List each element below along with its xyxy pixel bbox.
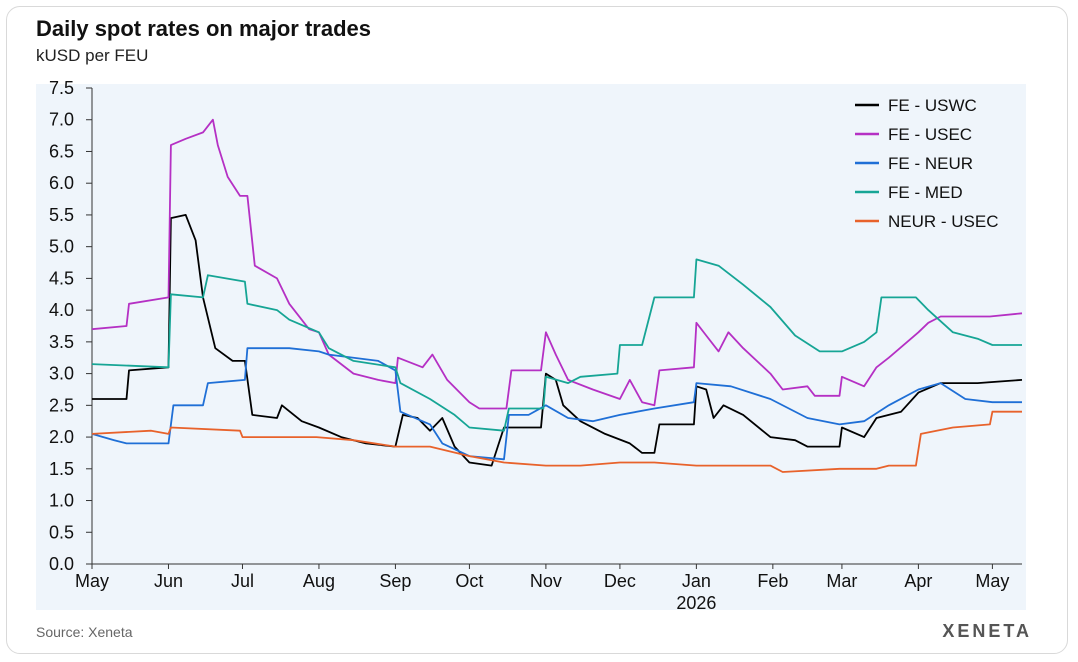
y-tick-label: 6.5 (49, 141, 74, 161)
legend-label: NEUR - USEC (888, 212, 999, 231)
x-tick-label: Feb (757, 571, 788, 591)
y-tick-label: 6.0 (49, 173, 74, 193)
y-tick-label: 4.0 (49, 300, 74, 320)
x-tick-label: Mar (826, 571, 857, 591)
y-tick-label: 5.5 (49, 205, 74, 225)
legend-label: FE - USEC (888, 125, 972, 144)
x-tick-label: Jul (231, 571, 254, 591)
y-tick-label: 1.5 (49, 459, 74, 479)
series-line-fe-med (91, 258, 1022, 432)
legend-label: FE - USWC (888, 96, 977, 115)
x-tick-label: May (975, 571, 1009, 591)
x-tick-label: Nov (530, 571, 562, 591)
y-tick-label: 4.5 (49, 268, 74, 288)
y-tick-label: 0.5 (49, 522, 74, 542)
x-tick-label: Jun (154, 571, 183, 591)
y-tick-label: 3.0 (49, 364, 74, 384)
y-tick-label: 2.5 (49, 395, 74, 415)
x-tick-label: Dec (604, 571, 636, 591)
x-tick-label: Jan (682, 571, 711, 591)
x-tick-label: Aug (303, 571, 335, 591)
series-line-fe-neur (91, 347, 1022, 461)
series-layer (91, 118, 1023, 473)
y-tick-label: 7.5 (49, 78, 74, 98)
series-line-neur-usec (91, 410, 1022, 473)
chart-subtitle: kUSD per FEU (36, 46, 149, 65)
y-axis: 0.0 0.5 1.0 1.5 2.0 2.5 3.0 3.5 4.0 4.5 5.0 5.5 6.0 6… (49, 78, 93, 574)
y-tick-label: 5.0 (49, 237, 74, 257)
legend-label: FE - MED (888, 183, 963, 202)
x-tick-label: Apr (904, 571, 932, 591)
y-tick-label: 1.0 (49, 491, 74, 511)
series-line-fe-usec (91, 118, 1023, 410)
legend-label: FE - NEUR (888, 154, 973, 173)
x-tick-label: Oct (455, 571, 483, 591)
plot-area (36, 84, 1026, 610)
y-tick-label: 3.5 (49, 332, 74, 352)
x-tick-label: Sep (379, 571, 411, 591)
legend: FE - USWC FE - USEC FE - NEUR FE - MED NEUR … (855, 96, 999, 231)
xeneta-logo: XENETA (942, 621, 1032, 641)
x-tick-year-label: 2026 (676, 593, 716, 613)
series-line-fe-uswc (92, 213, 1023, 467)
y-tick-label: 0.0 (49, 554, 74, 574)
x-tick-label: May (75, 571, 109, 591)
y-tick-label: 7.0 (49, 110, 74, 130)
y-tick-label: 2.0 (49, 427, 74, 447)
chart-title: Daily spot rates on major trades (36, 16, 371, 41)
source-note: Source: Xeneta (36, 624, 133, 640)
